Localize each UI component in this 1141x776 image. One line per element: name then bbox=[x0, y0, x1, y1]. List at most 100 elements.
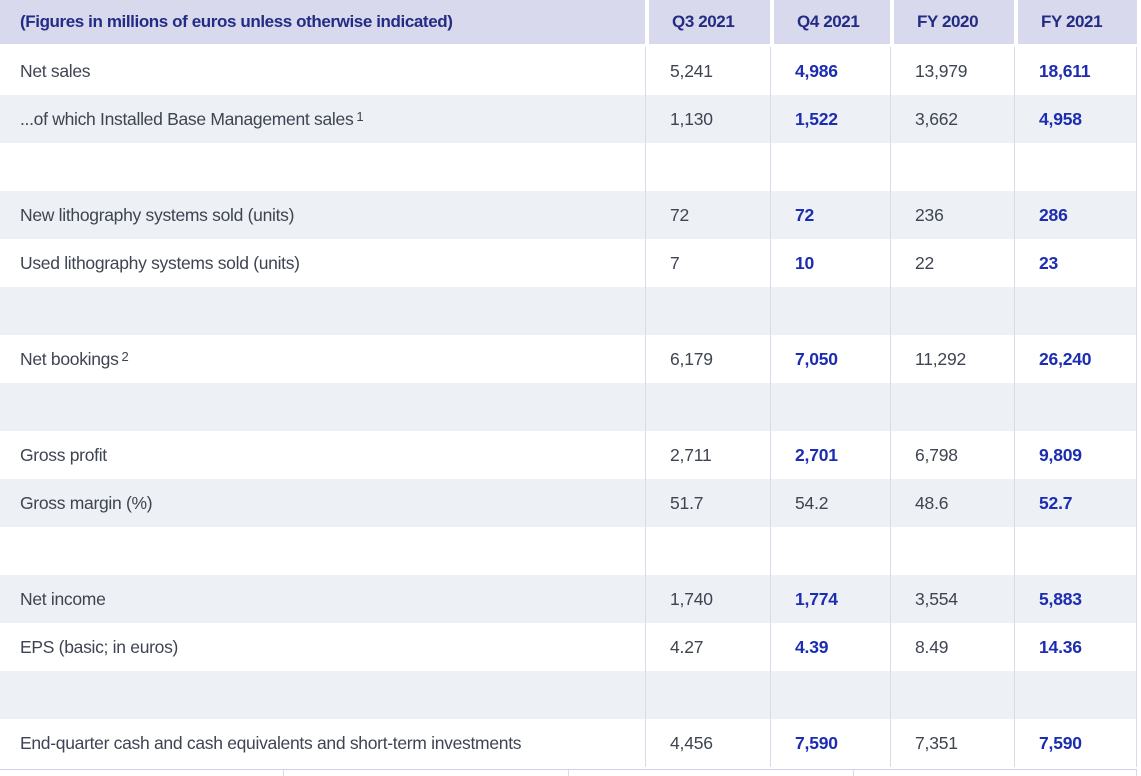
table-row-net-bookings: Net bookings 2 6,179 7,050 11,292 26,240 bbox=[0, 335, 1137, 383]
spacer-cell bbox=[770, 143, 890, 191]
spacer-cell bbox=[890, 527, 1014, 575]
table-row-gross-margin: Gross margin (%) 51.7 54.2 48.6 52.7 bbox=[0, 479, 1137, 527]
cell-q3: 72 bbox=[645, 191, 770, 239]
cell-fy20: 6,798 bbox=[890, 431, 1014, 479]
table-row-gross-profit: Gross profit 2,711 2,701 6,798 9,809 bbox=[0, 431, 1137, 479]
table-title: (Figures in millions of euros unless oth… bbox=[0, 0, 645, 44]
spacer-row bbox=[0, 383, 1137, 431]
cell-q3: 1,740 bbox=[645, 575, 770, 623]
cell-q3: 6,179 bbox=[645, 335, 770, 383]
cell-q4: 1,522 bbox=[770, 95, 890, 143]
cell-q4: 4.39 bbox=[770, 623, 890, 671]
divider-tick bbox=[283, 770, 284, 776]
table-row-end-quarter-cash: End-quarter cash and cash equivalents an… bbox=[0, 719, 1137, 767]
cell-fy20: 11,292 bbox=[890, 335, 1014, 383]
cell-fy20: 7,351 bbox=[890, 719, 1014, 767]
spacer-cell bbox=[645, 287, 770, 335]
row-label-text: Net bookings bbox=[20, 348, 119, 369]
row-label-text: Used lithography systems sold (units) bbox=[20, 252, 300, 273]
row-label-text: Gross profit bbox=[20, 444, 107, 465]
column-header-q3-2021: Q3 2021 bbox=[645, 0, 770, 44]
row-label-text: Net income bbox=[20, 588, 106, 609]
row-label-text: New lithography systems sold (units) bbox=[20, 204, 295, 225]
cell-q3: 1,130 bbox=[645, 95, 770, 143]
cell-q4: 54.2 bbox=[770, 479, 890, 527]
cell-fy20: 3,662 bbox=[890, 95, 1014, 143]
spacer-cell bbox=[770, 671, 890, 719]
spacer-row bbox=[0, 287, 1137, 335]
spacer-row bbox=[0, 527, 1137, 575]
row-label: Gross profit bbox=[0, 431, 645, 479]
spacer-cell bbox=[0, 527, 645, 575]
spacer-cell bbox=[645, 527, 770, 575]
spacer-row bbox=[0, 143, 1137, 191]
spacer-cell bbox=[0, 287, 645, 335]
cell-fy21: 14.36 bbox=[1014, 623, 1137, 671]
spacer-cell bbox=[770, 527, 890, 575]
row-label: Net bookings 2 bbox=[20, 348, 129, 369]
row-label: End-quarter cash and cash equivalents an… bbox=[0, 719, 645, 767]
table-row-installed-base-sales: ...of which Installed Base Management sa… bbox=[0, 95, 1137, 143]
column-header-fy-2020: FY 2020 bbox=[890, 0, 1014, 44]
cell-q4: 7,050 bbox=[770, 335, 890, 383]
divider-tick bbox=[1136, 770, 1137, 776]
spacer-row bbox=[0, 671, 1137, 719]
spacer-cell bbox=[1014, 527, 1137, 575]
spacer-cell bbox=[1014, 287, 1137, 335]
cell-q4: 4,986 bbox=[770, 47, 890, 95]
table-row-eps: EPS (basic; in euros) 4.27 4.39 8.49 14.… bbox=[0, 623, 1137, 671]
divider-line bbox=[0, 769, 1137, 770]
cell-fy20: 8.49 bbox=[890, 623, 1014, 671]
cell-fy20: 13,979 bbox=[890, 47, 1014, 95]
cell-fy20: 48.6 bbox=[890, 479, 1014, 527]
table-bottom-divider bbox=[0, 767, 1141, 776]
cell-fy21: 26,240 bbox=[1014, 335, 1137, 383]
table-row-new-litho-systems: New lithography systems sold (units) 72 … bbox=[0, 191, 1137, 239]
cell-q3: 4,456 bbox=[645, 719, 770, 767]
spacer-cell bbox=[1014, 143, 1137, 191]
table-row-used-litho-systems: Used lithography systems sold (units) 7 … bbox=[0, 239, 1137, 287]
divider-tick bbox=[853, 770, 854, 776]
cell-q3: 51.7 bbox=[645, 479, 770, 527]
cell-fy21: 286 bbox=[1014, 191, 1137, 239]
row-label: Net sales bbox=[0, 47, 645, 95]
table-row-net-income: Net income 1,740 1,774 3,554 5,883 bbox=[0, 575, 1137, 623]
cell-fy20: 3,554 bbox=[890, 575, 1014, 623]
cell-q3: 4.27 bbox=[645, 623, 770, 671]
spacer-cell bbox=[890, 671, 1014, 719]
cell-q4: 72 bbox=[770, 191, 890, 239]
row-label: Used lithography systems sold (units) bbox=[0, 239, 645, 287]
cell-fy21: 5,883 bbox=[1014, 575, 1137, 623]
row-label: Gross margin (%) bbox=[0, 479, 645, 527]
spacer-cell bbox=[0, 143, 645, 191]
row-label: New lithography systems sold (units) bbox=[0, 191, 645, 239]
column-header-q4-2021: Q4 2021 bbox=[770, 0, 890, 44]
row-label: ...of which Installed Base Management sa… bbox=[20, 108, 364, 129]
cell-fy21: 7,590 bbox=[1014, 719, 1137, 767]
cell-fy20: 22 bbox=[890, 239, 1014, 287]
spacer-cell bbox=[890, 383, 1014, 431]
cell-fy20: 236 bbox=[890, 191, 1014, 239]
row-label-text: ...of which Installed Base Management sa… bbox=[20, 108, 354, 129]
spacer-cell bbox=[770, 287, 890, 335]
spacer-cell bbox=[890, 143, 1014, 191]
row-label-text: EPS (basic; in euros) bbox=[20, 636, 179, 657]
cell-q4: 10 bbox=[770, 239, 890, 287]
cell-fy21: 52.7 bbox=[1014, 479, 1137, 527]
table-header-row: (Figures in millions of euros unless oth… bbox=[0, 0, 1137, 44]
row-label-text: Net sales bbox=[20, 60, 91, 81]
spacer-cell bbox=[645, 143, 770, 191]
cell-q3: 2,711 bbox=[645, 431, 770, 479]
cell-q3: 7 bbox=[645, 239, 770, 287]
cell-fy21: 4,958 bbox=[1014, 95, 1137, 143]
spacer-cell bbox=[890, 287, 1014, 335]
spacer-cell bbox=[770, 383, 890, 431]
row-label-text: End-quarter cash and cash equivalents an… bbox=[20, 732, 522, 753]
cell-fy21: 23 bbox=[1014, 239, 1137, 287]
divider-tick bbox=[568, 770, 569, 776]
cell-q4: 7,590 bbox=[770, 719, 890, 767]
cell-q3: 5,241 bbox=[645, 47, 770, 95]
table-row-net-sales: Net sales 5,241 4,986 13,979 18,611 bbox=[0, 47, 1137, 95]
spacer-cell bbox=[1014, 383, 1137, 431]
